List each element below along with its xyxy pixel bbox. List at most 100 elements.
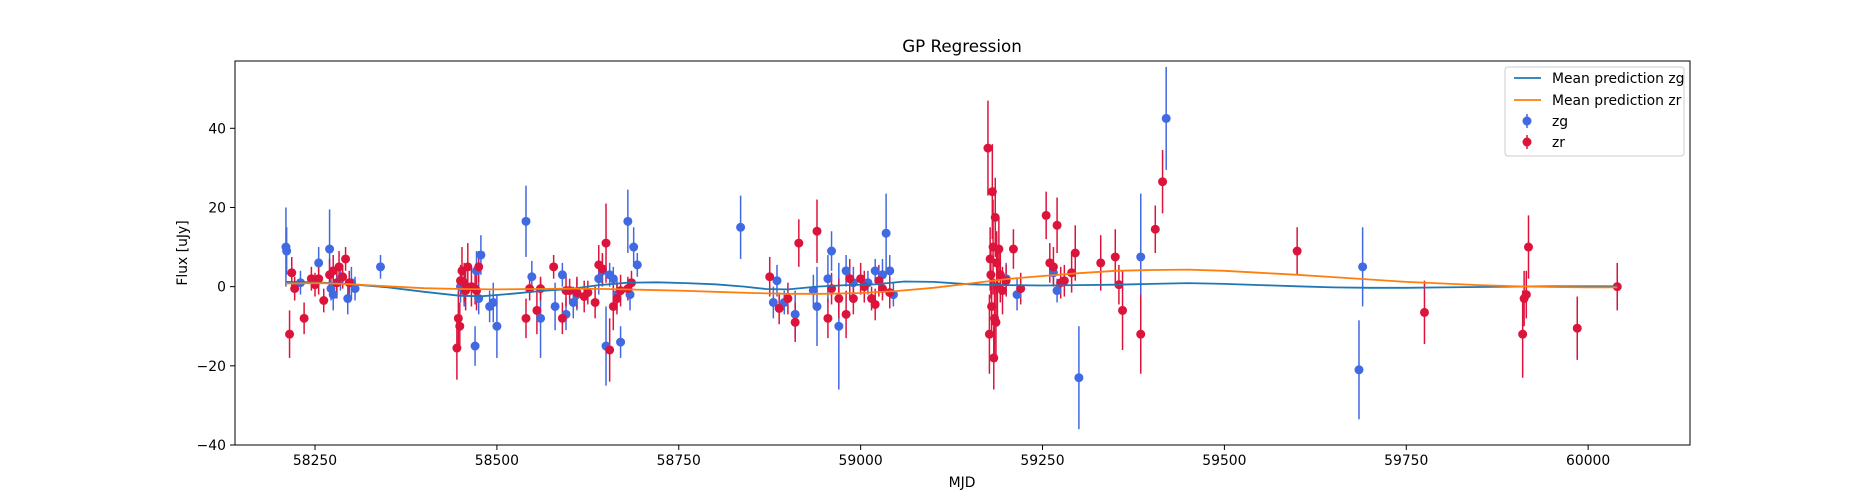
zr-point <box>794 238 804 248</box>
zr-point <box>314 274 324 284</box>
zg-point <box>476 250 486 260</box>
x-tick-label: 59000 <box>839 453 883 469</box>
zr-point <box>344 278 354 288</box>
zr-point <box>790 317 800 327</box>
mean-prediction-line-1 <box>285 280 1618 298</box>
zr-point <box>1136 329 1146 339</box>
zr-point <box>605 345 615 355</box>
data-layer <box>281 66 1622 430</box>
zr-point <box>463 262 473 272</box>
zr-point <box>984 329 994 339</box>
zg-point <box>834 321 844 331</box>
legend-marker-swatch <box>1522 116 1532 126</box>
chart-title: GP Regression <box>902 36 1022 56</box>
zg-point <box>608 274 618 284</box>
zg-point <box>343 294 353 304</box>
zr-point <box>1518 329 1528 339</box>
zr-point <box>823 313 833 323</box>
zr-point <box>987 187 997 197</box>
x-tick-label: 59500 <box>1202 453 1246 469</box>
zr-point <box>459 278 469 288</box>
zg-point <box>1354 365 1364 375</box>
zr-point <box>990 212 1000 222</box>
zr-point <box>285 329 295 339</box>
zr-point <box>992 258 1002 268</box>
zg-point <box>282 246 292 256</box>
mean-prediction-line-2 <box>285 268 1618 295</box>
zr-point <box>1096 258 1106 268</box>
zr-point <box>472 286 482 296</box>
zg-point <box>536 313 546 323</box>
zr-point <box>1118 305 1128 315</box>
zg-point <box>1074 373 1084 383</box>
zg-point <box>492 321 502 331</box>
zr-point <box>983 143 993 153</box>
zr-point <box>341 254 351 264</box>
zr-point <box>1067 268 1077 278</box>
x-tick-label: 60000 <box>1566 453 1610 469</box>
y-tick-label: 40 <box>208 121 226 137</box>
plot-frame <box>234 60 1691 446</box>
y-tick-label: 0 <box>217 280 226 296</box>
zr-point <box>885 288 895 298</box>
zr-point <box>986 270 996 280</box>
zg-point <box>885 266 895 276</box>
zg-point <box>550 301 560 311</box>
zg-point <box>1052 286 1062 296</box>
zr-point <box>299 313 309 323</box>
x-axis-title: MJD <box>949 475 976 491</box>
zr-point <box>1008 244 1018 254</box>
zr-point <box>859 282 869 292</box>
zr-point <box>1523 242 1533 252</box>
zr-point <box>845 274 855 284</box>
zg-point <box>632 260 642 270</box>
zr-point <box>989 353 999 363</box>
zg-point <box>827 246 837 256</box>
zr-point <box>1070 248 1080 258</box>
zr-point <box>608 301 618 311</box>
zg-point <box>557 270 567 280</box>
zr-point <box>287 268 297 278</box>
zr-point <box>1059 276 1069 286</box>
zr-point <box>987 301 997 311</box>
zg-point <box>568 297 578 307</box>
legend-marker-swatch <box>1522 137 1532 147</box>
zg-point <box>1358 262 1368 272</box>
zr-point <box>1150 224 1160 234</box>
legend: Mean prediction zg Mean prediction zr zg zr <box>1504 66 1685 157</box>
zr-point <box>583 288 593 298</box>
zr-point <box>765 272 775 282</box>
zg-point <box>768 297 778 307</box>
zg-point <box>841 266 851 276</box>
zg-point <box>629 242 639 252</box>
zg-point <box>594 274 604 284</box>
zr-point <box>774 303 784 313</box>
zg-point <box>470 341 480 351</box>
zg-point <box>790 309 800 319</box>
zg-point <box>881 228 891 238</box>
zr-point <box>998 286 1008 296</box>
zr-point <box>452 343 462 353</box>
zr-point <box>1016 284 1026 294</box>
y-tick-label: −20 <box>197 359 226 375</box>
zr-point <box>612 294 622 304</box>
zr-point <box>597 264 607 274</box>
zg-point <box>314 258 324 268</box>
zg-point <box>350 284 360 294</box>
zg-point <box>736 222 746 232</box>
zg-point <box>823 274 833 284</box>
zr-point <box>532 305 542 315</box>
zg-point <box>812 301 822 311</box>
zg-point <box>808 286 818 296</box>
y-tick-label: 20 <box>208 200 226 216</box>
x-tick-label: 59750 <box>1384 453 1428 469</box>
zr-point <box>590 297 600 307</box>
zr-point <box>474 262 484 272</box>
zg-point <box>376 262 385 272</box>
zg-point <box>616 337 626 347</box>
zr-point <box>601 238 611 248</box>
zr-point <box>319 296 329 306</box>
zr-point <box>1110 252 1120 262</box>
